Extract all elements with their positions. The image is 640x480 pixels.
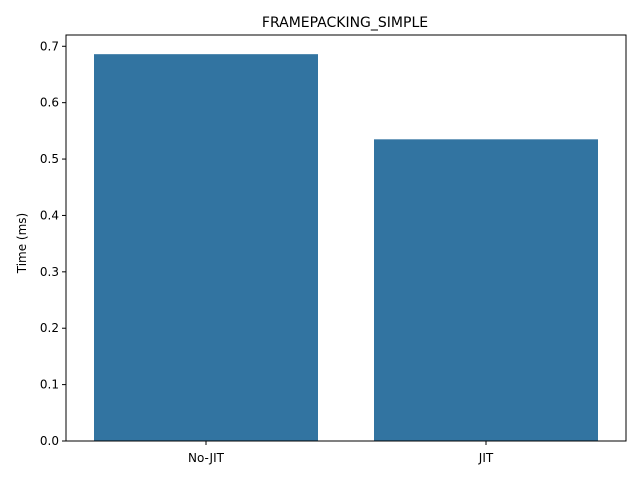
x-tick-label: JIT — [478, 451, 494, 465]
y-tick-label: 0.3 — [40, 265, 59, 279]
bar-no-jit — [94, 54, 318, 442]
bars-group — [94, 54, 598, 442]
y-tick-label: 0.5 — [40, 152, 59, 166]
chart-title: FRAMEPACKING_SIMPLE — [262, 15, 428, 31]
axes-frame — [65, 34, 627, 442]
y-axis-label: Time (ms) — [15, 213, 29, 275]
x-ticks-group: No-JIT JIT — [188, 441, 494, 465]
y-tick-label: 0.7 — [40, 39, 59, 53]
y-tick-label: 0.4 — [40, 208, 59, 222]
y-tick-label: 0.1 — [40, 378, 59, 392]
plot-frame — [65, 34, 627, 442]
y-tick-label: 0.6 — [40, 96, 59, 110]
y-tick-label: 0.2 — [40, 321, 59, 335]
x-tick-label: No-JIT — [188, 451, 225, 465]
y-tick-label: 0.0 — [40, 434, 59, 448]
y-ticks-group: 0.0 0.1 0.2 0.3 0.4 0.5 0.6 0.7 — [40, 39, 66, 448]
bar-jit — [374, 139, 598, 441]
